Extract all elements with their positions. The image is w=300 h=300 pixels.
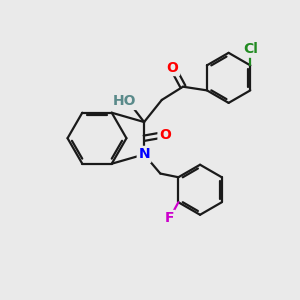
Text: O: O [159,128,171,142]
Text: N: N [138,147,150,161]
Text: HO: HO [113,94,137,108]
Text: F: F [165,212,174,226]
Text: O: O [167,61,178,75]
Text: Cl: Cl [243,42,258,56]
